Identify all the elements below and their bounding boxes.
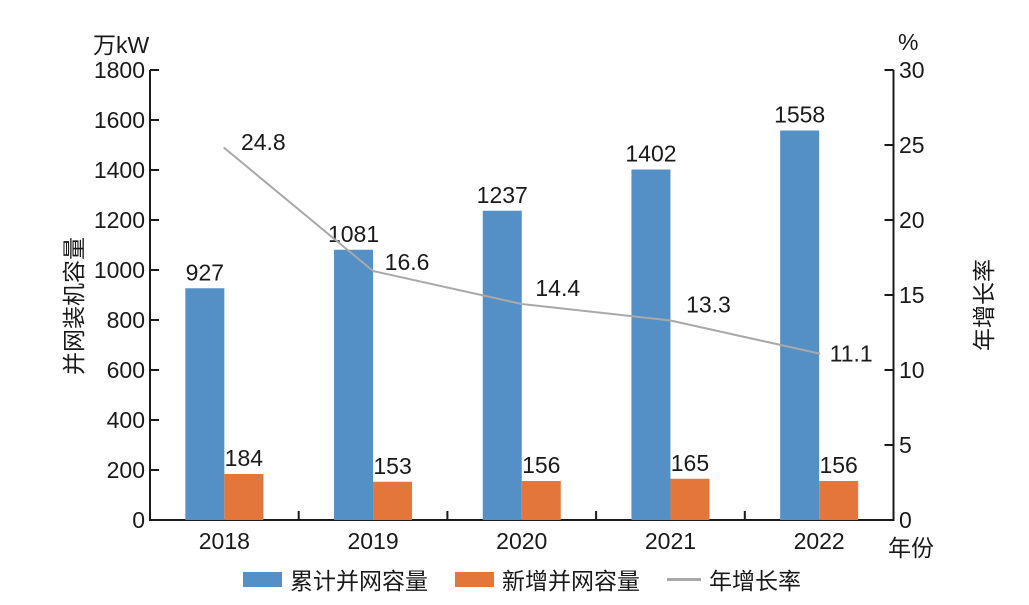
cumulative-capacity-bar [631, 169, 671, 520]
left-axis-tick-label: 1600 [94, 107, 145, 133]
left-axis-tick-label: 1400 [94, 157, 145, 183]
legend: 累计并网容量 新增并网容量 年增长率 [150, 562, 894, 596]
new-capacity-bar [670, 478, 710, 520]
growth-rate-value-label: 24.8 [241, 129, 286, 155]
right-axis-unit: % [898, 29, 919, 55]
x-category-label: 2021 [645, 528, 696, 554]
legend-item-cumulative: 累计并网容量 [243, 562, 428, 596]
x-category-label: 2020 [496, 528, 547, 554]
legend-item-growth: 年增长率 [667, 562, 801, 596]
right-axis-title: 年增长率 [971, 259, 997, 351]
left-axis-tick-label: 1800 [94, 57, 145, 83]
growth-rate-line [223, 147, 821, 355]
cumulative-capacity-bar [185, 288, 225, 520]
left-axis-title: 并网装机容量 [61, 237, 87, 375]
x-category-label: 2022 [794, 528, 845, 554]
cumulative-swatch-icon [243, 571, 282, 587]
right-axis-tick-label: 10 [899, 357, 925, 383]
new-capacity-bar [373, 481, 413, 520]
left-axis-unit: 万kW [93, 32, 150, 58]
x-axis-title: 年份 [888, 535, 934, 561]
growth-rate-value-label: 11.1 [830, 341, 873, 367]
right-axis-tick-label: 20 [899, 207, 925, 233]
x-category-label: 2019 [347, 528, 398, 554]
cumulative-bar-value-label: 1237 [477, 182, 528, 208]
new-capacity-bar [224, 474, 264, 520]
cumulative-bar-value-label: 1558 [774, 102, 825, 128]
left-axis-tick-label: 0 [132, 507, 145, 533]
left-axis-tick-label: 400 [107, 407, 145, 433]
left-axis-tick-label: 200 [107, 457, 145, 483]
right-axis-tick-label: 30 [899, 57, 925, 83]
legend-label-growth: 年增长率 [709, 568, 801, 594]
cumulative-bar-value-label: 927 [186, 259, 224, 285]
new-capacity-bar [819, 481, 859, 520]
legend-label-new: 新增并网容量 [502, 568, 640, 594]
right-axis-tick-label: 0 [899, 507, 912, 533]
new-bar-value-label: 153 [373, 453, 411, 479]
left-axis-tick-label: 600 [107, 357, 145, 383]
left-axis-tick-label: 1200 [94, 207, 145, 233]
right-axis-tick-label: 25 [899, 132, 925, 158]
cumulative-bar-value-label: 1402 [625, 141, 676, 167]
growth-rate-value-label: 16.6 [385, 249, 430, 275]
legend-item-new: 新增并网容量 [455, 562, 640, 596]
growth-line-swatch-icon [667, 577, 701, 581]
left-axis-tick-label: 1000 [94, 257, 145, 283]
cumulative-bar-value-label: 1081 [328, 221, 379, 247]
new-bar-value-label: 165 [671, 450, 709, 476]
x-category-label: 2018 [199, 528, 250, 554]
growth-rate-value-label: 13.3 [686, 292, 731, 318]
right-axis-tick-label: 5 [899, 432, 912, 458]
left-axis-tick-label: 800 [107, 307, 145, 333]
growth-rate-value-label: 14.4 [535, 275, 580, 301]
right-axis-tick-label: 15 [899, 282, 925, 308]
cumulative-capacity-bar [482, 210, 522, 520]
new-bar-value-label: 156 [522, 452, 560, 478]
legend-label-cumulative: 累计并网容量 [290, 568, 428, 594]
new-bar-value-label: 184 [225, 445, 264, 471]
new-capacity-bar [521, 481, 561, 520]
new-bar-value-label: 156 [819, 452, 857, 478]
cumulative-capacity-bar [334, 249, 374, 520]
cumulative-capacity-bar [780, 130, 820, 520]
new-capacity-swatch-icon [455, 571, 494, 587]
